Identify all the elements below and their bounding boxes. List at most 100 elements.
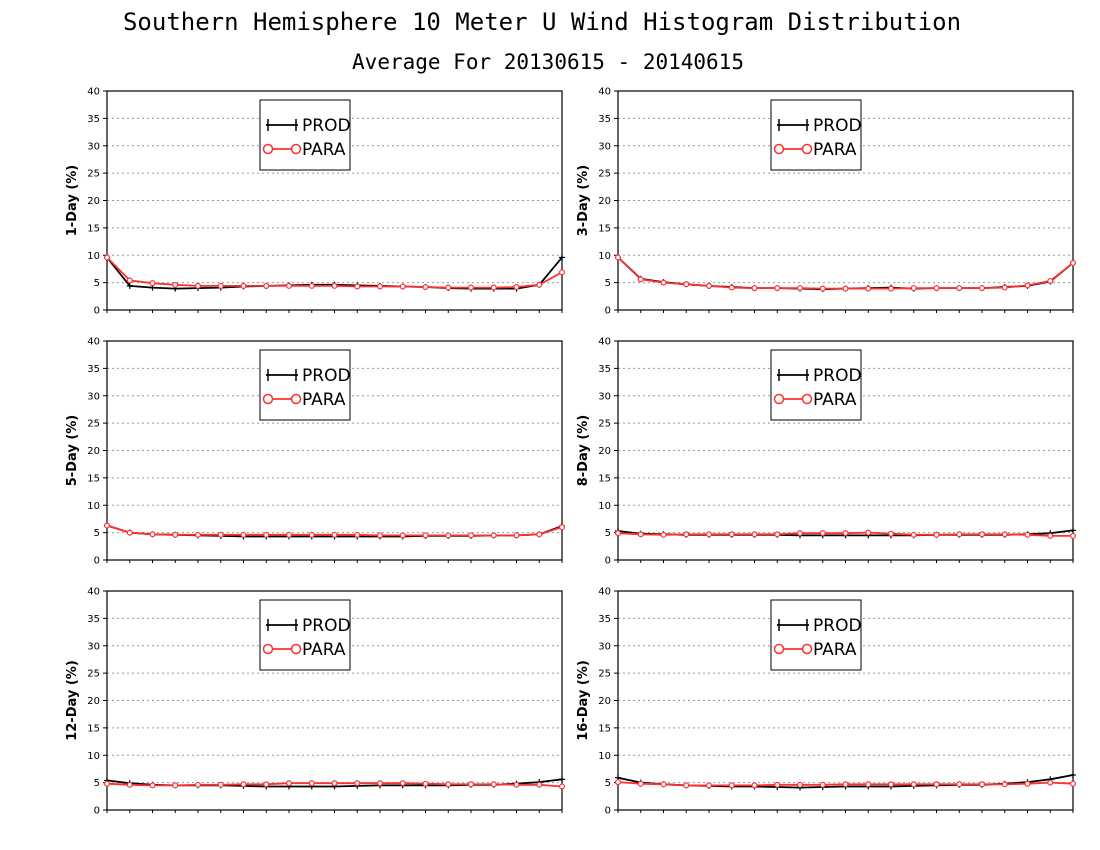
panels: 0 5 10 15 20 25 30 35 40 1-Day (%) PROD PARA 0 5 10 15 2… <box>65 87 1076 817</box>
point-para <box>728 531 735 538</box>
y-tick-label: 40 <box>598 587 611 598</box>
point-para <box>751 782 758 789</box>
panel-5-day: 0 5 10 15 20 25 30 35 40 5-Day (%) PROD PARA <box>65 337 565 567</box>
y-tick-label: 20 <box>598 696 611 707</box>
point-para <box>558 524 565 531</box>
point-para <box>614 530 621 537</box>
y-tick-label: 30 <box>87 141 100 152</box>
legend-marker-para <box>262 643 274 655</box>
y-axis-label: 8-Day (%) <box>576 415 591 487</box>
point-para <box>399 532 406 539</box>
legend-label-prod: PROD <box>813 616 862 636</box>
y-tick-label: 10 <box>598 751 611 762</box>
point-para <box>103 254 110 261</box>
y-tick-label: 30 <box>598 391 611 402</box>
y-tick-label: 15 <box>598 223 611 234</box>
point-para <box>377 283 384 290</box>
y-tick-label: 5 <box>94 778 100 789</box>
y-tick-label: 40 <box>87 587 100 598</box>
point-para <box>1047 532 1054 539</box>
y-tick-label: 20 <box>87 446 100 457</box>
point-para <box>263 531 270 538</box>
y-tick-label: 5 <box>605 278 611 289</box>
point-para <box>490 284 497 291</box>
y-tick-label: 40 <box>598 337 611 348</box>
y-tick-label: 15 <box>598 473 611 484</box>
point-para <box>819 781 826 788</box>
point-para <box>978 531 985 538</box>
point-para <box>536 281 543 288</box>
point-para <box>513 284 520 291</box>
point-para <box>240 531 247 538</box>
point-para <box>887 530 894 537</box>
point-para <box>513 781 520 788</box>
point-para <box>865 529 872 536</box>
point-para <box>263 282 270 289</box>
legend-label-prod: PROD <box>813 366 862 386</box>
y-tick-label: 35 <box>598 114 611 125</box>
point-para <box>842 530 849 537</box>
legend-label-prod: PROD <box>302 366 351 386</box>
panel-1-day: 0 5 10 15 20 25 30 35 40 1-Day (%) PROD PARA <box>65 87 565 317</box>
legend-marker-para <box>262 143 274 155</box>
y-tick-label: 35 <box>598 364 611 375</box>
y-tick-label: 35 <box>87 364 100 375</box>
point-para <box>614 254 621 261</box>
point-para <box>240 282 247 289</box>
point-para <box>490 532 497 539</box>
point-para <box>399 780 406 787</box>
point-para <box>705 282 712 289</box>
y-tick-label: 0 <box>94 306 100 317</box>
point-para <box>683 531 690 538</box>
y-tick-label: 0 <box>94 806 100 817</box>
plot-frame <box>106 340 563 561</box>
point-para <box>660 531 667 538</box>
point-para <box>331 531 338 538</box>
legend-label-para: PARA <box>302 140 346 160</box>
point-para <box>1024 282 1031 289</box>
y-axis-label: 12-Day (%) <box>65 660 80 741</box>
legend: PROD PARA <box>770 99 862 171</box>
point-para <box>263 781 270 788</box>
point-para <box>705 782 712 789</box>
point-para <box>1001 781 1008 788</box>
y-tick-label: 5 <box>94 528 100 539</box>
point-para <box>354 531 361 538</box>
point-para <box>1069 532 1076 539</box>
point-para <box>468 284 475 291</box>
y-tick-label: 40 <box>598 87 611 98</box>
point-para <box>286 282 293 289</box>
point-para <box>933 531 940 538</box>
legend: PROD PARA <box>259 349 351 421</box>
plot-frame <box>106 590 563 811</box>
point-para <box>195 282 202 289</box>
chart-subtitle: Average For 20130615 - 20140615 <box>352 50 744 74</box>
point-para <box>1047 277 1054 284</box>
point-para <box>468 781 475 788</box>
point-para <box>286 531 293 538</box>
y-tick-label: 10 <box>598 501 611 512</box>
point-para <box>774 285 781 292</box>
point-para <box>308 282 315 289</box>
point-para <box>468 532 475 539</box>
point-para <box>774 781 781 788</box>
y-tick-label: 20 <box>598 446 611 457</box>
legend-marker-para <box>290 393 302 405</box>
y-tick-label: 40 <box>87 337 100 348</box>
point-para <box>149 531 156 538</box>
point-para <box>978 285 985 292</box>
point-para <box>399 283 406 290</box>
point-para <box>149 782 156 789</box>
point-para <box>126 277 133 284</box>
point-para <box>910 531 917 538</box>
point-para <box>705 531 712 538</box>
point-para <box>103 522 110 529</box>
y-tick-label: 25 <box>87 669 100 680</box>
point-para <box>956 531 963 538</box>
point-para <box>865 285 872 292</box>
legend-label-para: PARA <box>813 140 857 160</box>
y-tick-label: 10 <box>598 251 611 262</box>
y-tick-label: 25 <box>598 169 611 180</box>
point-para <box>956 285 963 292</box>
panel-8-day: 0 5 10 15 20 25 30 35 40 8-Day (%) PROD PARA <box>576 337 1076 567</box>
